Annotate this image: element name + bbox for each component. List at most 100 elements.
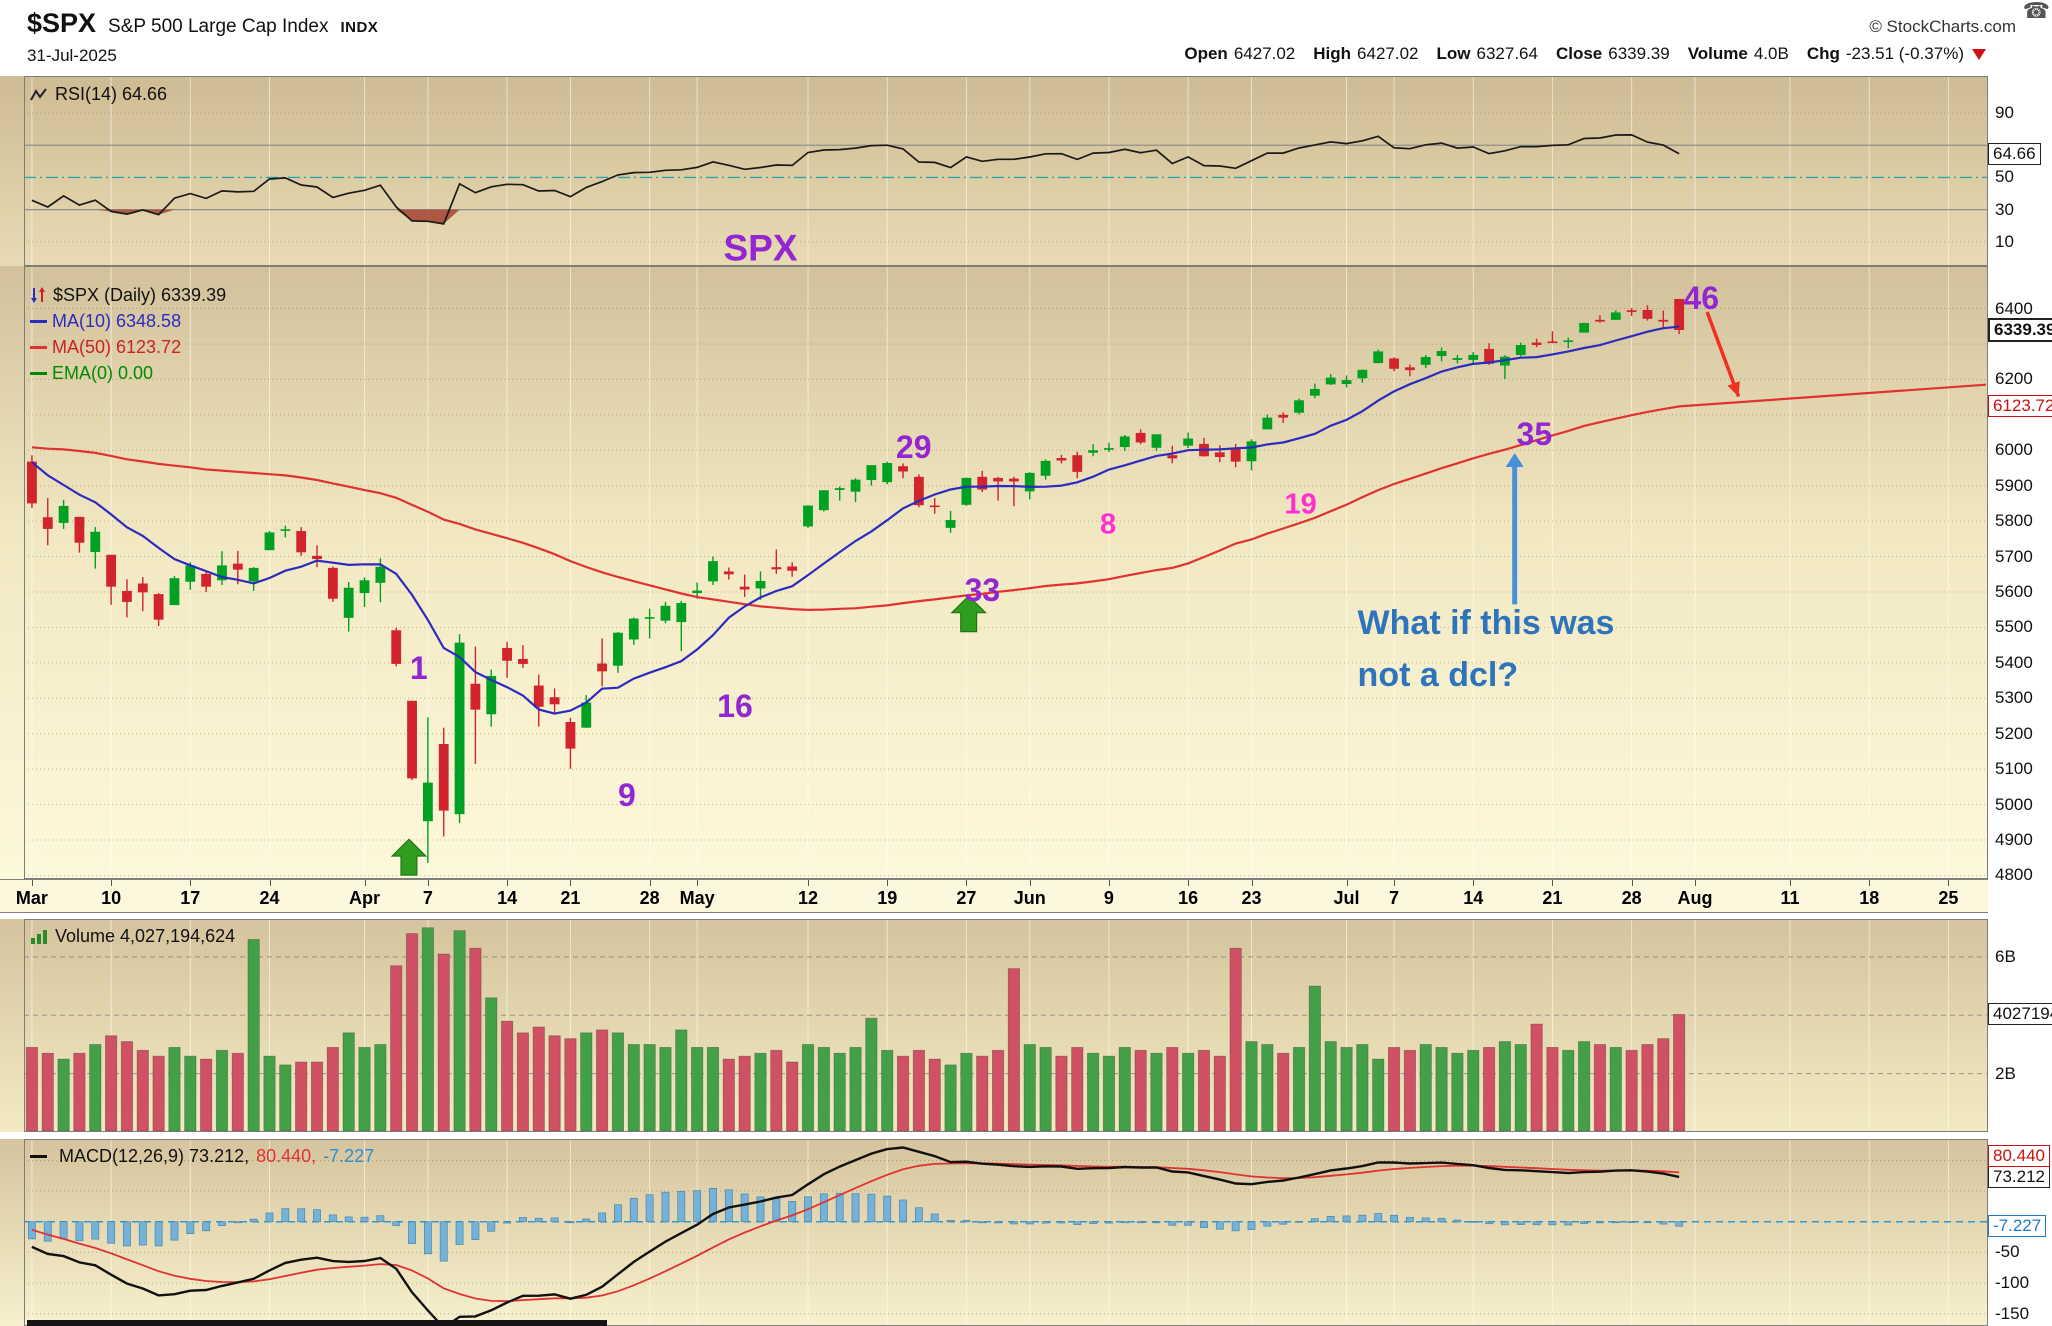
macd-signal-value: 80.440,	[256, 1146, 317, 1166]
x-axis-tick-mark	[1631, 880, 1633, 886]
macd-line	[31, 1146, 1680, 1326]
quote-label: Chg	[1806, 44, 1840, 63]
y-axis-label: 10	[1995, 231, 2014, 251]
x-axis-tick-mark	[31, 880, 33, 886]
x-axis-tick-label: May	[679, 888, 715, 908]
x-axis-tick-mark	[1790, 880, 1792, 886]
x-axis-tick-mark	[269, 880, 271, 886]
macd-line-swatch	[30, 1155, 47, 1158]
x-axis-tick-label: 10	[101, 888, 122, 908]
title-row: $SPX S&P 500 Large Cap Index INDX © Stoc…	[27, 8, 2042, 39]
quote-close: Close 6339.39	[1556, 44, 1670, 64]
y-axis-label: 2B	[1995, 1063, 2016, 1083]
x-axis-tick-label: 27	[956, 888, 977, 908]
y-axis-label: 6000	[1995, 440, 2033, 460]
x-axis-tick-label: 16	[1178, 888, 1199, 908]
macd-hist-box: -7.227	[1988, 1215, 2047, 1238]
x-axis-tick-mark	[507, 880, 509, 886]
y-axis-label: -100	[1995, 1273, 2030, 1293]
x-axis-tick-label: Jul	[1333, 888, 1360, 908]
ema-legend: EMA(0) 0.00	[30, 360, 226, 386]
quote-label: Low	[1436, 44, 1471, 63]
x-axis-tick-label: 17	[180, 888, 201, 908]
x-axis-tick-mark	[808, 880, 810, 886]
x-axis-tick-mark	[1346, 880, 1348, 886]
volume-legend-label: Volume 4,027,194,624	[55, 926, 236, 946]
chart-date: 31-Jul-2025	[27, 46, 117, 65]
x-axis-tick-mark	[1394, 880, 1396, 886]
x-axis-tick-mark	[1188, 880, 1190, 886]
x-axis-tick-label: 24	[259, 888, 280, 908]
y-axis-label: 5100	[1995, 759, 2033, 779]
macd-value-box: 73.212	[1988, 1165, 2050, 1188]
y-axis-label: 5600	[1995, 581, 2033, 601]
x-axis-tick-label: Apr	[349, 888, 381, 908]
rsi-indicator-icon	[30, 87, 47, 100]
x-axis-tick-label: Mar	[15, 888, 48, 908]
quote-chg: Chg -23.51 (-0.37%)	[1807, 44, 1964, 64]
rsi-legend: RSI(14) 64.66	[30, 84, 167, 105]
index-name: S&P 500 Large Cap Index	[108, 16, 329, 37]
y-axis-label: 6400	[1995, 298, 2033, 318]
volume-plot	[24, 919, 1988, 1132]
macd-y-axis: -50 -100 -150 73.212 80.440 -7.227	[1988, 1139, 2052, 1326]
volume-y-axis: 6B 2B 4027194	[1988, 919, 2052, 1132]
x-axis-tick-label: 28	[1621, 888, 1642, 908]
macd-signal-box: 80.440	[1988, 1144, 2050, 1167]
x-axis-tick-mark	[1948, 880, 1950, 886]
x-axis-tick-label: 11	[1780, 888, 1800, 908]
price-value-box: 6339.39	[1988, 317, 2052, 342]
macd-panel	[0, 1139, 1988, 1326]
y-axis-label: 4900	[1995, 830, 2033, 850]
exchange-code: INDX	[340, 19, 379, 36]
change-down-triangle	[1972, 48, 1986, 60]
x-axis-tick-label: 21	[560, 888, 581, 908]
y-axis-label: -50	[1995, 1242, 2020, 1262]
quote-value: 6327.64	[1476, 44, 1538, 63]
x-axis-tick-mark	[887, 880, 889, 886]
next-panel-sliver	[27, 1320, 607, 1326]
x-axis-tick-label: 7	[1389, 888, 1400, 908]
x-axis-tick-label: Jun	[1013, 888, 1046, 908]
macd-histogram	[28, 1187, 1684, 1262]
y-axis-label: 4800	[1995, 865, 2033, 885]
quote-open: Open 6427.02	[1184, 44, 1295, 64]
volume-panel	[0, 919, 1988, 1132]
y-axis-label: 6200	[1995, 369, 2033, 389]
quote-row: Open 6427.02 High 6427.02 Low 6327.64 Close 633…	[1166, 44, 1986, 64]
rsi-plot	[24, 76, 1988, 266]
rsi-value-box: 64.66	[1988, 142, 2041, 165]
quote-label: High	[1313, 44, 1352, 63]
x-axis: Mar 10 17 24 Apr 7 14 21 28 May 12 19 27 Jun 9 16 23 Jul 7…	[0, 879, 1988, 913]
y-axis-label: -150	[1995, 1303, 2030, 1323]
quote-volume: Volume 4.0B	[1688, 44, 1789, 64]
ma50-legend-label: MA(50) 6123.72	[52, 336, 182, 357]
quote-low: Low 6327.64	[1437, 44, 1538, 64]
y-axis-label: 5000	[1995, 794, 2033, 814]
ma50-legend: MA(50) 6123.72	[30, 334, 226, 360]
ma10-line-swatch	[30, 319, 47, 323]
rsi-y-axis: 90 50 30 10 64.66	[1988, 76, 2052, 266]
x-axis-tick-mark	[1251, 880, 1253, 886]
quote-value: 6339.39	[1608, 44, 1670, 63]
y-axis-label: 30	[1995, 199, 2014, 219]
x-axis-tick-mark	[697, 880, 699, 886]
x-axis-tick-label: 23	[1241, 888, 1262, 908]
x-axis-tick-label: 28	[639, 888, 660, 908]
x-axis-tick-label: 9	[1103, 888, 1114, 908]
ma10-legend-label: MA(10) 6348.58	[52, 310, 182, 331]
y-axis-label: 5900	[1995, 475, 2033, 495]
copyright: © StockCharts.com	[1869, 17, 2016, 36]
x-axis-tick-label: 14	[497, 888, 518, 908]
x-axis-tick-label: 18	[1859, 888, 1880, 908]
macd-plot	[24, 1139, 1988, 1326]
x-axis-tick-mark	[1108, 880, 1110, 886]
quote-value: 4.0B	[1753, 44, 1789, 63]
price-legend-title: $SPX (Daily) 6339.39	[53, 284, 227, 305]
x-axis-tick-mark	[570, 880, 572, 886]
y-axis-label: 5700	[1995, 546, 2033, 566]
price-plot	[24, 266, 1988, 879]
x-axis-tick-mark	[649, 880, 651, 886]
ma10-legend: MA(10) 6348.58	[30, 308, 226, 334]
price-legend: $SPX (Daily) 6339.39 MA(10) 6348.58 MA(5…	[30, 282, 226, 386]
